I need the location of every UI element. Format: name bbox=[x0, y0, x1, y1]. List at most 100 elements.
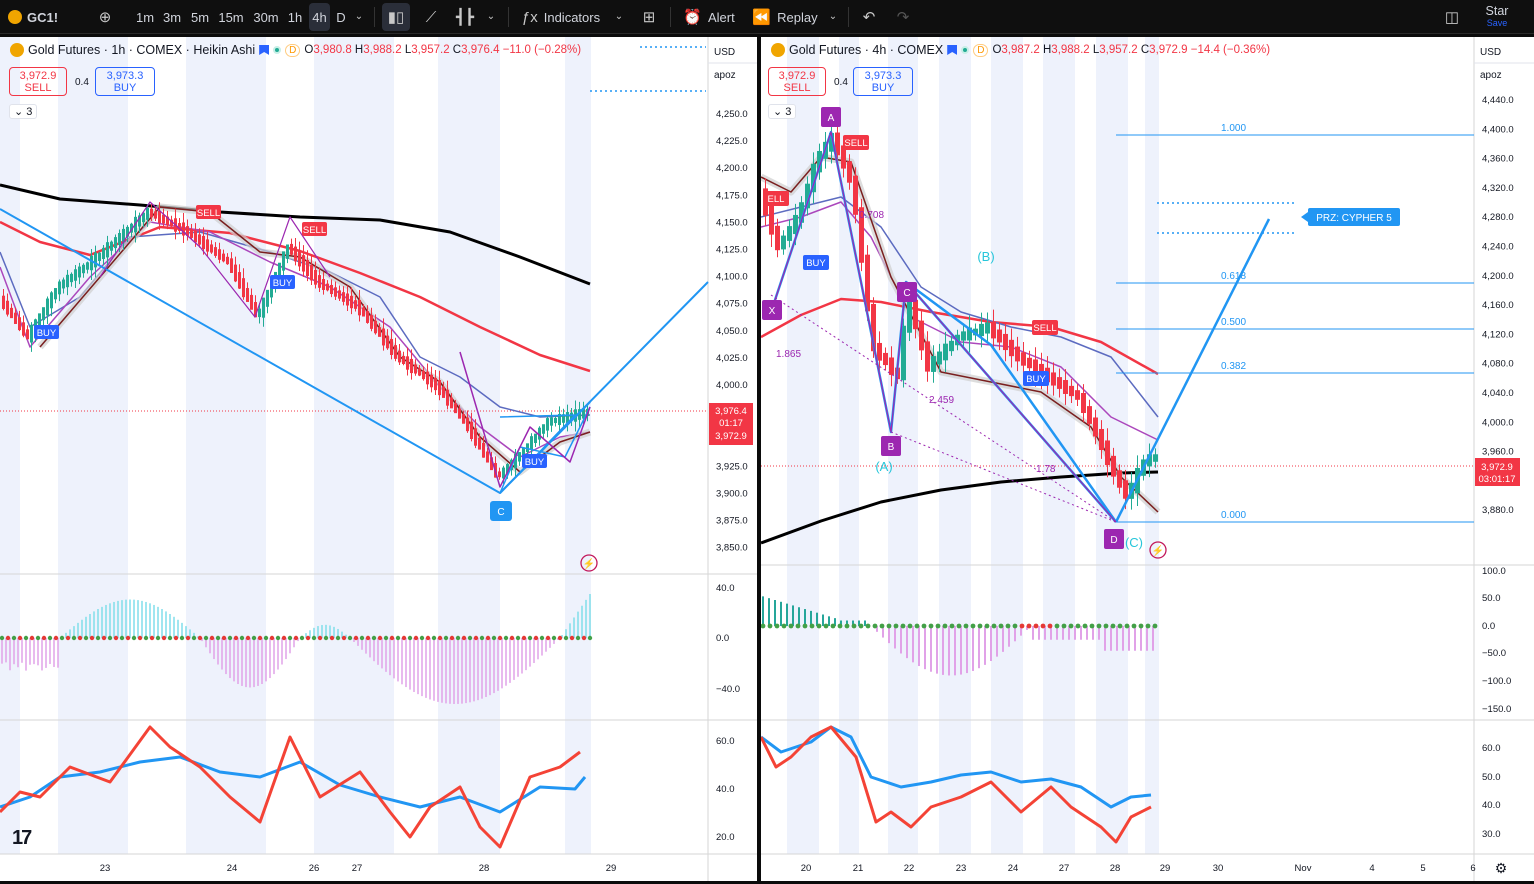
candle-body bbox=[126, 226, 129, 237]
candle-body bbox=[318, 275, 321, 288]
right-chart-canvas[interactable]: USD apoz 4,440.0 4,400.0 4,360.0 4,320.0 4,280… bbox=[761, 37, 1534, 881]
layout-button[interactable]: ⊞ bbox=[638, 0, 660, 34]
alert-label: Alert bbox=[707, 9, 735, 25]
interval-30m[interactable]: 30m bbox=[253, 9, 279, 25]
prz-label-pointer bbox=[1301, 212, 1308, 222]
save-button[interactable]: Star Save bbox=[1482, 0, 1512, 34]
interval-4h[interactable]: 4h bbox=[309, 3, 330, 31]
undo-button[interactable]: ↶ bbox=[858, 0, 880, 34]
candle-body bbox=[94, 252, 97, 268]
candle-body bbox=[46, 298, 49, 316]
right-chart-pane[interactable]: USD apoz 4,440.0 4,400.0 4,360.0 4,320.0 4,280… bbox=[761, 37, 1534, 881]
candle-body bbox=[122, 228, 125, 242]
oscillator-dot bbox=[575, 635, 581, 641]
candle-body bbox=[162, 214, 165, 224]
indicators-button[interactable]: ƒx Indicators bbox=[518, 0, 604, 34]
oscillator-dot bbox=[907, 623, 913, 629]
add-symbol-button[interactable]: ⊕ bbox=[92, 0, 118, 34]
oscillator-dot bbox=[1047, 623, 1053, 629]
candle-body bbox=[210, 244, 213, 253]
buy-button[interactable]: 3,973.3 BUY bbox=[95, 67, 155, 96]
symbol-search-button[interactable]: GC1! bbox=[8, 0, 66, 34]
candle-body bbox=[26, 329, 29, 340]
spread-value: 0.4 bbox=[75, 77, 89, 88]
flag-icon[interactable] bbox=[259, 45, 270, 55]
candle-body bbox=[997, 329, 1002, 343]
alert-button[interactable]: ⏰ Alert bbox=[680, 0, 738, 34]
candle-body bbox=[1087, 406, 1092, 424]
flag-icon[interactable] bbox=[947, 45, 958, 55]
candle-body bbox=[374, 320, 377, 334]
left-chart-legend: Gold Futures · 1h · COMEX · Heikin Ashi … bbox=[10, 43, 581, 57]
candle-body bbox=[306, 259, 309, 277]
oscillator-dot bbox=[227, 635, 233, 641]
oscillator-dot bbox=[53, 635, 59, 641]
oscillator-dot bbox=[1040, 623, 1046, 629]
candle-body bbox=[799, 202, 804, 223]
oscillator-dot bbox=[185, 635, 191, 641]
interval-3m[interactable]: 3m bbox=[162, 9, 182, 25]
tradingview-logo[interactable]: 17 bbox=[12, 827, 32, 849]
interval-1h[interactable]: 1h bbox=[287, 9, 303, 25]
osc-tick-label: 50.0 bbox=[1482, 593, 1501, 604]
oscillator-dot bbox=[998, 623, 1004, 629]
pattern-point-label: B bbox=[888, 442, 895, 453]
oscillator-dot bbox=[467, 635, 473, 641]
chevron-down-icon: ⌄ bbox=[614, 11, 624, 22]
candle-body bbox=[578, 409, 581, 420]
interval-1m[interactable]: 1m bbox=[135, 9, 155, 25]
interval-15m[interactable]: 15m bbox=[218, 9, 244, 25]
buy-button[interactable]: 3,973.3 BUY bbox=[853, 67, 913, 96]
candle-body bbox=[182, 222, 185, 236]
ema-200-line bbox=[0, 183, 591, 286]
split-view-button[interactable]: ◫ bbox=[1440, 0, 1464, 34]
indicators-icon: ƒx bbox=[521, 8, 538, 26]
oscillator-dot bbox=[239, 635, 245, 641]
candle-body bbox=[498, 471, 501, 478]
oscillator-dot bbox=[119, 635, 125, 641]
candle-body bbox=[1015, 346, 1020, 362]
indicators-toggle[interactable]: ⌄ 3 bbox=[9, 104, 38, 119]
osc-tick-label: −100.0 bbox=[1482, 676, 1511, 687]
sell-button[interactable]: 3,972.9 SELL bbox=[9, 67, 67, 96]
bar-style-button[interactable]: ┫┣ bbox=[452, 0, 478, 34]
replay-button[interactable]: ⏪ Replay bbox=[752, 0, 818, 34]
drawing-button[interactable]: ⟋ bbox=[418, 0, 444, 34]
candle-body bbox=[518, 452, 521, 462]
candle-body bbox=[214, 247, 217, 256]
countdown-label: 01:17 bbox=[719, 418, 743, 429]
sell-button[interactable]: 3,972.9 SELL bbox=[768, 67, 826, 96]
redo-button[interactable]: ↷ bbox=[892, 0, 914, 34]
price-tick-label: 4,280.0 bbox=[1482, 212, 1514, 223]
oscillator-dot bbox=[521, 635, 527, 641]
candle-body bbox=[410, 358, 413, 374]
candle-body bbox=[382, 328, 385, 346]
candle-body bbox=[1051, 372, 1056, 386]
indicators-dropdown[interactable]: ⌄ bbox=[612, 0, 626, 34]
oscillator-dot bbox=[1131, 623, 1137, 629]
left-chart-pane[interactable]: USD apoz 4,250.0 4,225.0 4,200.0 4,175.0 4,150… bbox=[0, 37, 757, 881]
oscillator-dot bbox=[497, 635, 503, 641]
signal-tag-label: BUY bbox=[1026, 374, 1046, 385]
oscillator-dot bbox=[305, 635, 311, 641]
candle-body bbox=[967, 327, 972, 341]
candles-style-button[interactable]: ▮▯ bbox=[382, 3, 410, 31]
chart-type-dropdown[interactable]: ⌄ bbox=[484, 0, 498, 34]
oscillator-dot bbox=[65, 635, 71, 641]
replay-dropdown[interactable]: ⌄ bbox=[826, 0, 840, 34]
candle-body bbox=[294, 246, 297, 262]
indicators-toggle[interactable]: ⌄ 3 bbox=[768, 104, 797, 119]
interval-5m[interactable]: 5m bbox=[190, 9, 210, 25]
intervals-dropdown[interactable]: ⌄ bbox=[352, 0, 366, 34]
ratio-label: 2.459 bbox=[929, 395, 954, 406]
left-chart-canvas[interactable]: USD apoz 4,250.0 4,225.0 4,200.0 4,175.0 4,150… bbox=[0, 37, 757, 881]
interval-d[interactable]: D bbox=[336, 9, 346, 25]
candle-body bbox=[1147, 454, 1152, 467]
oscillator-dot bbox=[928, 623, 934, 629]
price-tick-label: 4,250.0 bbox=[716, 109, 748, 120]
oscillator-dot bbox=[83, 635, 89, 641]
price-tick-label: 4,360.0 bbox=[1482, 154, 1514, 165]
candle-body bbox=[286, 244, 289, 259]
oscillator-dot bbox=[900, 623, 906, 629]
lightning-icon: ⚡ bbox=[583, 557, 595, 570]
